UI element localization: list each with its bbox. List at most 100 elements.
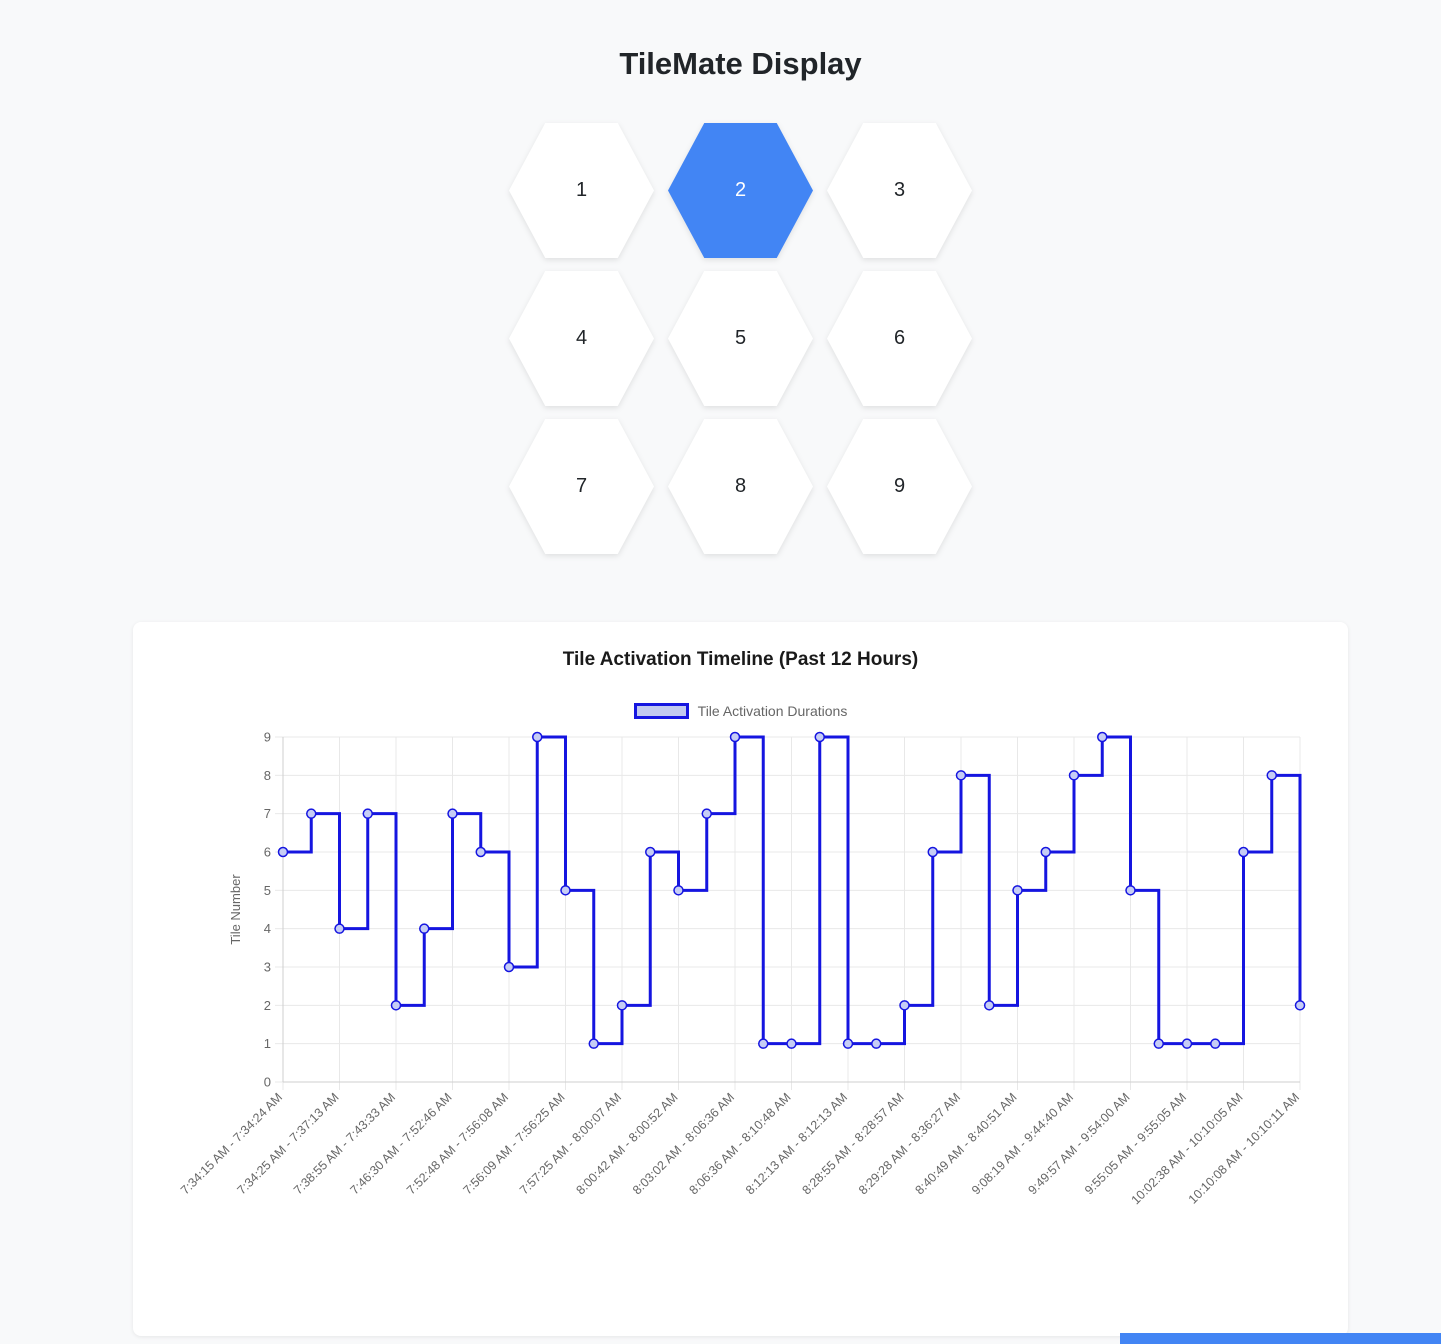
hex-tile-wrap: 4 — [509, 271, 654, 406]
hex-tile-8[interactable]: 8 — [668, 419, 813, 554]
top-section: TileMate Display 1 2 3 4 5 6 7 8 9 — [133, 45, 1348, 554]
hex-tile-7[interactable]: 7 — [509, 419, 654, 554]
hex-tile-wrap: 3 — [827, 123, 972, 258]
x-tick-label: 7:46:30 AM - 7:52:46 AM — [347, 1090, 454, 1197]
y-tick-label: 8 — [264, 768, 271, 783]
data-point-marker — [475, 846, 486, 858]
y-axis-title: Tile Number — [228, 874, 243, 945]
timeline-chart[interactable]: 0 1 2 3 4 5 6 7 8 9 7:34:15 AM - 7:34:24 AM7:34:25… — [153, 731, 1328, 1296]
x-tick-label: 9:08:19 AM - 9:44:40 AM — [969, 1090, 1076, 1197]
bottom-partial-element — [1120, 1333, 1441, 1344]
hex-tile-2[interactable]: 2 — [668, 123, 813, 258]
y-tick-label: 6 — [264, 845, 271, 860]
data-point-marker — [588, 1038, 599, 1049]
hex-tile-wrap: 9 — [827, 419, 972, 554]
hex-tile-label: 7 — [575, 475, 588, 497]
y-tick-label: 3 — [264, 960, 271, 975]
hex-tile-wrap: 2 — [668, 123, 813, 258]
data-point-marker — [1210, 1038, 1221, 1049]
data-point-marker — [503, 961, 515, 973]
data-point-marker — [984, 1000, 995, 1011]
hex-tile-label: 3 — [893, 179, 906, 201]
data-point-marker — [871, 1038, 882, 1049]
y-tick-label: 4 — [264, 921, 271, 936]
data-point-marker — [532, 731, 543, 743]
x-tick-label: 9:49:57 AM - 9:54:00 AM — [1025, 1090, 1132, 1197]
hex-tile-label: 6 — [893, 327, 906, 349]
x-tick-label: 8:03:02 AM - 8:06:36 AM — [630, 1090, 737, 1197]
x-tick-label: 7:56:09 AM - 7:56:25 AM — [460, 1090, 567, 1197]
y-tick-label: 1 — [264, 1036, 271, 1051]
hex-tile-3[interactable]: 3 — [827, 123, 972, 258]
hex-tile-9[interactable]: 9 — [827, 419, 972, 554]
data-point-marker — [1068, 770, 1080, 781]
hex-tile-6[interactable]: 6 — [827, 271, 972, 406]
hex-tile-label: 5 — [734, 327, 747, 349]
x-tick-label: 8:00:42 AM - 8:00:52 AM — [573, 1090, 680, 1197]
data-point-marker — [560, 885, 571, 896]
data-point-marker — [390, 1000, 402, 1011]
x-tick-label: 7:52:48 AM - 7:56:08 AM — [404, 1090, 511, 1197]
x-tick-label: 7:38:55 AM - 7:43:33 AM — [291, 1090, 398, 1197]
data-point-marker — [1238, 846, 1249, 858]
x-tick-label: 8:12:13 AM - 8:12:13 AM — [743, 1090, 850, 1197]
data-point-marker — [842, 1038, 854, 1049]
data-point-marker — [419, 923, 430, 934]
data-point-marker — [1097, 731, 1108, 743]
data-point-marker — [927, 846, 938, 858]
legend-swatch — [633, 703, 689, 719]
hex-tile-label: 1 — [575, 179, 588, 201]
hex-grid: 1 2 3 4 5 6 7 8 9 — [133, 123, 1348, 554]
y-tick-label: 2 — [264, 998, 271, 1013]
data-point-marker — [701, 808, 712, 819]
data-point-marker — [362, 808, 373, 819]
data-point-marker — [277, 846, 289, 858]
data-point-marker — [673, 885, 684, 896]
hex-tile-label: 8 — [734, 475, 747, 497]
hex-tile-wrap: 1 — [509, 123, 654, 258]
x-tick-label: 10:02:38 AM - 10:10:05 AM — [1129, 1090, 1246, 1207]
data-point-marker — [814, 731, 825, 743]
x-tick-label: 7:34:15 AM - 7:34:24 AM — [178, 1090, 285, 1197]
page-title: TileMate Display — [619, 46, 862, 81]
x-tick-label: 7:34:25 AM - 7:37:13 AM — [234, 1090, 341, 1197]
x-tick-label: 8:28:55 AM - 8:28:57 AM — [799, 1090, 906, 1197]
hex-tile-label: 9 — [893, 475, 906, 497]
x-tick-label: 8:29:28 AM - 8:36:27 AM — [856, 1090, 963, 1197]
hex-tile-wrap: 5 — [668, 271, 813, 406]
hex-tile-4[interactable]: 4 — [509, 271, 654, 406]
y-tick-label: 7 — [264, 806, 271, 821]
x-tick-label: 9:55:05 AM - 9:55:05 AM — [1082, 1090, 1189, 1197]
data-point-marker — [758, 1038, 769, 1049]
data-point-marker — [1294, 1000, 1306, 1011]
y-tick-label: 9 — [264, 731, 271, 745]
y-tick-label: 0 — [264, 1075, 271, 1090]
data-point-marker — [334, 923, 345, 934]
data-point-marker — [616, 1000, 628, 1011]
chart-card: Tile Activation Timeline (Past 12 Hours)… — [133, 622, 1348, 1336]
legend-label: Tile Activation Durations — [697, 703, 848, 719]
hex-tile-label: 2 — [734, 179, 747, 201]
data-point-marker — [1040, 846, 1051, 858]
data-point-marker — [786, 1038, 797, 1049]
chart-legend[interactable]: Tile Activation Durations — [153, 703, 1328, 719]
hex-tile-wrap: 8 — [668, 419, 813, 554]
data-point-marker — [306, 808, 317, 819]
x-tick-label: 7:57:25 AM - 8:00:07 AM — [517, 1090, 624, 1197]
data-point-marker — [1266, 770, 1277, 781]
chart-title: Tile Activation Timeline (Past 12 Hours) — [562, 649, 919, 670]
hex-tile-5[interactable]: 5 — [668, 271, 813, 406]
data-point-marker — [1125, 885, 1136, 896]
hex-tile-wrap: 6 — [827, 271, 972, 406]
data-point-marker — [899, 1000, 910, 1011]
data-point-marker — [645, 846, 656, 858]
hex-tile-1[interactable]: 1 — [509, 123, 654, 258]
y-tick-label: 5 — [264, 883, 271, 898]
x-tick-label: 8:06:36 AM - 8:10:48 AM — [686, 1090, 793, 1197]
hex-tile-wrap: 7 — [509, 419, 654, 554]
data-point-marker — [1153, 1038, 1164, 1049]
data-point-marker — [955, 770, 967, 781]
data-point-marker — [1012, 885, 1023, 896]
data-point-marker — [729, 731, 741, 743]
x-tick-label: 10:10:08 AM - 10:10:11 AM — [1186, 1090, 1302, 1206]
